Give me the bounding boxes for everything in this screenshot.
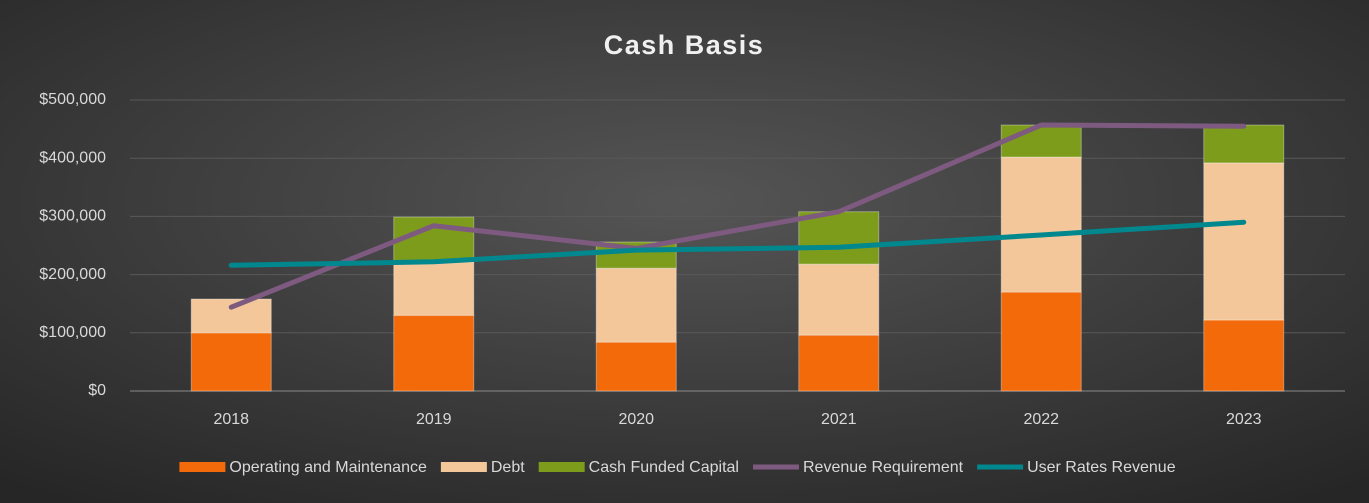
bar-segment [1000,291,1082,392]
x-tick-label: 2022 [1023,411,1059,428]
legend-label: User Rates Revenue [1027,459,1176,476]
bar-segment [190,298,272,334]
bar-segment [1000,156,1082,293]
y-tick-label: $300,000 [39,208,106,225]
y-tick-label: $400,000 [39,149,106,166]
bar-segment [798,211,880,265]
legend-swatch [440,462,487,472]
x-tick-label: 2023 [1226,411,1262,428]
line [228,219,1247,268]
bar-segment [1203,319,1285,392]
bar-segment [1000,124,1082,158]
y-tick-label: $0 [88,382,106,399]
bar-segment [1203,162,1285,321]
legend-label: Cash Funded Capital [589,459,739,476]
x-tick-label: 2019 [416,411,452,428]
bar-segment [798,334,880,392]
chart-title: Cash Basis [604,30,765,60]
bar-segment [190,332,272,392]
legend-label: Operating and Maintenance [229,459,427,476]
y-tick-label: $500,000 [39,91,106,108]
bar-segment [1203,124,1285,164]
legend-label: Revenue Requirement [803,459,964,476]
legend-swatch [179,462,226,472]
y-tick-label: $100,000 [39,324,106,341]
y-tick-label: $200,000 [39,266,106,283]
x-tick-label: 2018 [213,411,249,428]
x-tick-label: 2021 [821,411,857,428]
bar-segment [798,263,880,336]
bar-segment [393,261,475,316]
bar-segment [595,341,677,392]
bar-segment [393,314,475,392]
legend-swatch [538,462,585,472]
bar-segment [595,267,677,343]
x-tick-label: 2020 [618,411,654,428]
line [228,122,1247,310]
legend-label: Debt [491,459,525,476]
